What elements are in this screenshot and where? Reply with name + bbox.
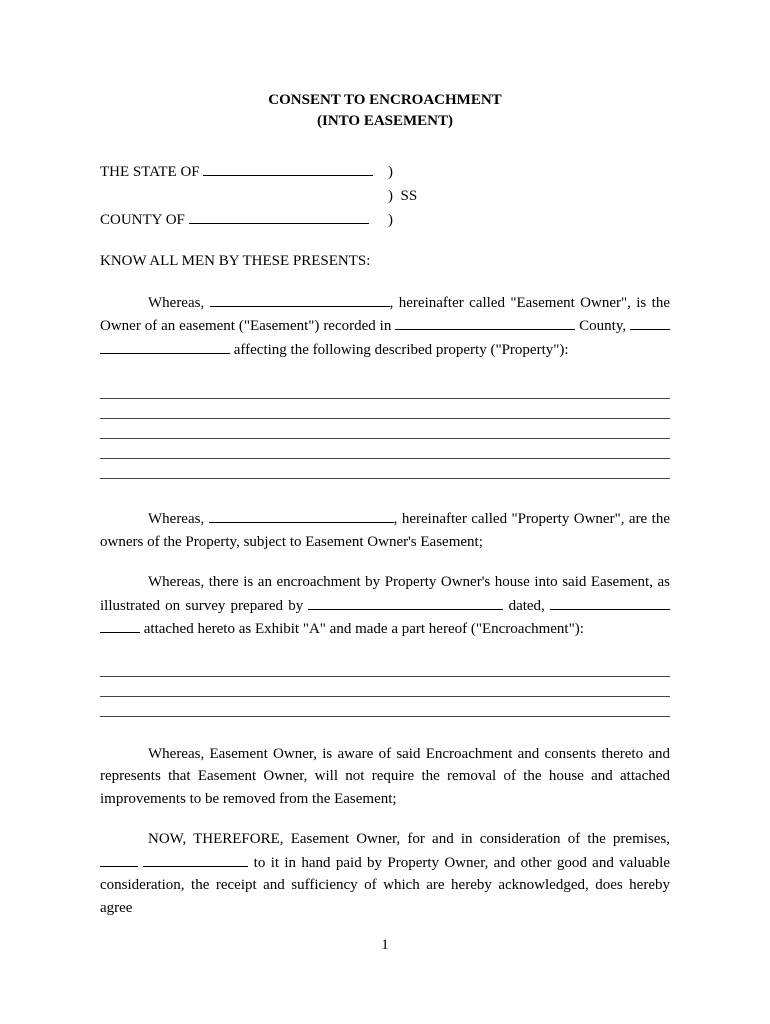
premises-blank-1[interactable] (100, 851, 138, 867)
recorded-in-blank[interactable] (395, 314, 575, 330)
know-all-men: KNOW ALL MEN BY THESE PRESENTS: (100, 250, 670, 273)
county-name-blank-2[interactable] (100, 338, 230, 354)
title-line-2: (INTO EASEMENT) (100, 111, 670, 132)
easement-owner-blank[interactable] (210, 291, 390, 307)
county-name-blank[interactable] (630, 314, 670, 330)
document-page: CONSENT TO ENCROACHMENT (INTO EASEMENT) … (0, 0, 770, 994)
county-label: COUNTY OF (100, 212, 189, 228)
now-therefore: NOW, THEREFORE, Easement Owner, for and … (100, 828, 670, 919)
document-title: CONSENT TO ENCROACHMENT (INTO EASEMENT) (100, 90, 670, 132)
county-blank[interactable] (189, 208, 369, 224)
ss-marker: ) SS (380, 184, 417, 208)
paren-2: ) (380, 208, 393, 232)
whereas-3: Whereas, there is an encroachment by Pro… (100, 571, 670, 641)
page-number: 1 (100, 937, 670, 954)
whereas-4: Whereas, Easement Owner, is aware of sai… (100, 743, 670, 811)
premises-blank-2[interactable] (143, 851, 248, 867)
encroachment-description-lines[interactable] (100, 659, 670, 717)
county-line: COUNTY OF (100, 208, 380, 232)
whereas-2: Whereas, , hereinafter called "Property … (100, 507, 670, 553)
property-description-lines[interactable] (100, 381, 670, 479)
attached-blank[interactable] (100, 617, 140, 633)
state-label: THE STATE OF (100, 164, 203, 180)
whereas-1: Whereas, , hereinafter called "Easement … (100, 291, 670, 362)
paren-1: ) (380, 160, 393, 184)
title-line-1: CONSENT TO ENCROACHMENT (100, 90, 670, 111)
survey-prepared-blank[interactable] (308, 594, 503, 610)
dated-blank[interactable] (550, 594, 670, 610)
state-blank[interactable] (203, 160, 373, 176)
property-owner-blank[interactable] (209, 507, 394, 523)
state-line: THE STATE OF (100, 160, 380, 184)
jurisdiction-block: THE STATE OF ) ) SS COUNTY OF ) (100, 160, 670, 232)
